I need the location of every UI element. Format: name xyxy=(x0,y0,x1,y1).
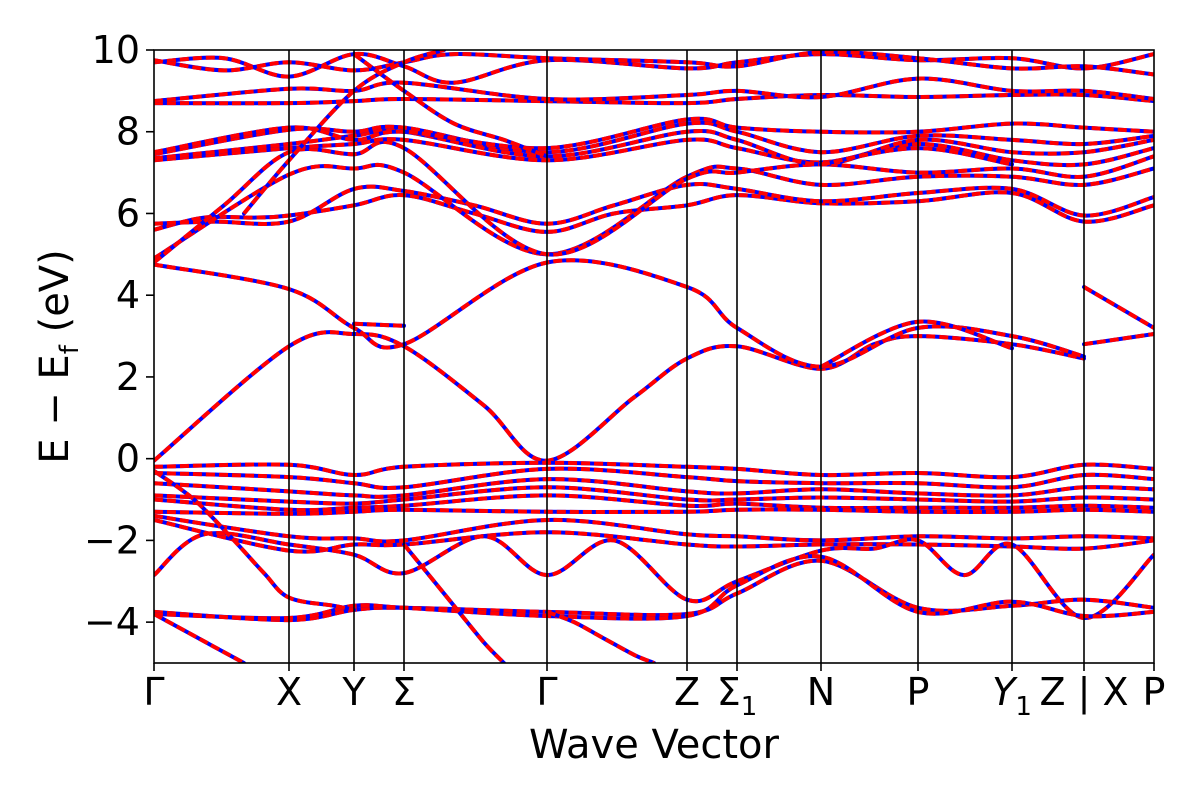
band-1-spin-up xyxy=(154,330,1085,463)
y-axis-label-unit: (eV) xyxy=(32,249,78,332)
band-2-spin-down xyxy=(154,258,1086,369)
band-15-spin-up xyxy=(154,531,1154,621)
band-2-spin-up xyxy=(154,258,1085,369)
x-tick-label: Γ xyxy=(143,670,164,714)
x-tick-label: Σ xyxy=(392,670,416,714)
band-35-spin-up xyxy=(352,52,548,159)
band-19-spin-up xyxy=(546,610,655,663)
y-axis-label-spacer xyxy=(32,332,78,345)
x-tick-label: Z | X xyxy=(1039,670,1128,715)
y-axis-label-subscript: f xyxy=(55,344,85,354)
y-axis-label: E − Ef (eV) xyxy=(32,249,85,464)
band-21-spin-up xyxy=(154,612,245,663)
band-26-spin-up xyxy=(154,137,1154,168)
y-tick-label: 8 xyxy=(116,110,140,154)
y-tick-label: −2 xyxy=(84,518,140,562)
y-tick-label: 2 xyxy=(116,355,140,399)
x-tick-label: Γ xyxy=(536,670,557,714)
y-tick-label: 6 xyxy=(116,191,140,235)
band-23-spin-up xyxy=(154,181,1154,226)
band-33-spin-up xyxy=(154,50,1154,77)
high-symmetry-lines xyxy=(288,50,1085,663)
y-tick-label: −4 xyxy=(84,600,140,644)
band-3-spin-up xyxy=(353,321,405,328)
y-tick-label: 4 xyxy=(116,273,140,317)
y-axis-ticks: −4 −2 0 2 4 6 8 10 xyxy=(84,28,154,644)
x-tick-label: Y1 xyxy=(992,670,1032,722)
x-tick-label: Σ1 xyxy=(717,670,758,722)
band-lines xyxy=(154,50,1154,663)
y-tick-label: 10 xyxy=(92,28,140,72)
x-tick-label: P xyxy=(907,670,930,714)
band-5-spin-up xyxy=(1083,332,1154,347)
y-axis-label-main: E − E xyxy=(32,354,78,464)
band-22-spin-up xyxy=(154,190,1154,234)
x-axis-label: Wave Vector xyxy=(529,722,780,768)
x-tick-label: Y xyxy=(341,670,366,714)
band-20-spin-up xyxy=(402,543,506,663)
band-34-spin-up xyxy=(242,50,445,215)
band-6-spin-up xyxy=(1082,285,1154,330)
x-tick-label: P xyxy=(1143,670,1166,714)
band-17-spin-up xyxy=(154,554,1154,621)
band-1-spin-down xyxy=(154,330,1086,463)
band-17-spin-down xyxy=(154,554,1154,621)
x-tick-label: X xyxy=(276,670,302,714)
y-tick-label: 0 xyxy=(116,437,140,481)
x-tick-label: N xyxy=(807,670,835,714)
x-axis-ticks: Γ X Y Σ Γ Z Σ1 N P Y1 Z | X P xyxy=(143,663,1165,722)
x-tick-label: Z xyxy=(674,670,700,714)
plot-frame xyxy=(153,49,1155,664)
band-29-spin-up xyxy=(154,116,1154,155)
band-32-spin-up xyxy=(154,51,1154,85)
band-18-spin-up xyxy=(154,469,355,612)
